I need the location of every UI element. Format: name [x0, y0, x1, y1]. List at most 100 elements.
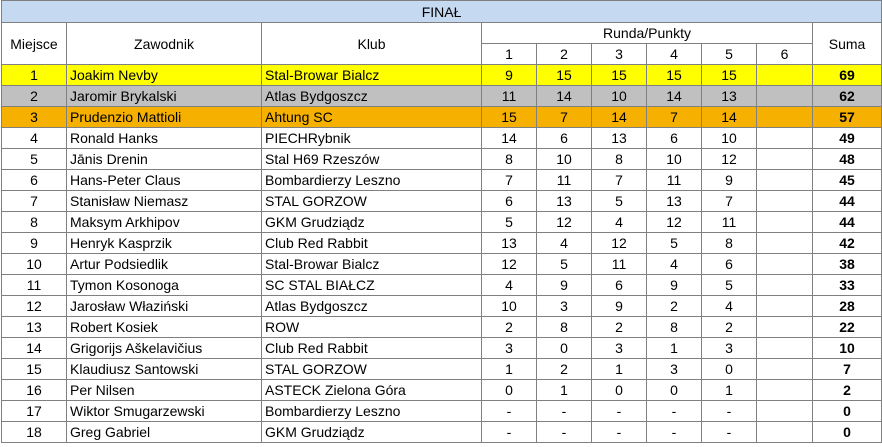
- table-row: 6 Hans-Peter Claus Bombardierzy Leszno 7 11 7…: [1, 169, 882, 191]
- score-cell: [756, 400, 813, 422]
- score-cell: 15: [701, 64, 757, 86]
- score-cell: 10: [536, 148, 592, 170]
- score-cell: -: [536, 400, 592, 422]
- score-cell: 4: [481, 274, 537, 296]
- score-cell: 8: [591, 148, 647, 170]
- score-cell: 4: [646, 253, 702, 275]
- total-cell: 22: [811, 316, 882, 338]
- name-cell: Prudenzio Mattioli: [66, 106, 262, 128]
- round-header: 4: [646, 43, 702, 65]
- score-cell: 4: [701, 295, 757, 317]
- name-cell: Joakim Nevby: [66, 64, 262, 86]
- score-cell: 13: [646, 190, 702, 212]
- place-cell: 13: [1, 316, 67, 338]
- table-row: 10 Artur Podsiedlik Stal-Browar Bialcz 12 5 1…: [1, 253, 882, 275]
- total-cell: 62: [811, 85, 882, 107]
- score-cell: 3: [481, 337, 537, 359]
- score-cell: 4: [591, 211, 647, 233]
- place-cell: 7: [1, 190, 67, 212]
- score-cell: 6: [591, 274, 647, 296]
- table-row: 13 Robert Kosiek ROW 2 8 2 8 2 22: [1, 316, 882, 338]
- score-cell: 1: [591, 358, 647, 380]
- score-cell: 10: [481, 295, 537, 317]
- club-cell: Bombardierzy Leszno: [261, 400, 482, 422]
- score-cell: 5: [481, 211, 537, 233]
- score-cell: 8: [701, 232, 757, 254]
- score-cell: 9: [701, 169, 757, 191]
- club-cell: Stal-Browar Bialcz: [261, 253, 482, 275]
- score-cell: 10: [591, 85, 647, 107]
- total-cell: 69: [811, 64, 882, 86]
- total-cell: 2: [811, 379, 882, 401]
- score-cell: 2: [701, 316, 757, 338]
- total-cell: 28: [811, 295, 882, 317]
- column-header: Klub: [261, 22, 482, 65]
- name-cell: Maksym Arkhipov: [66, 211, 262, 233]
- club-cell: GKM Grudziądz: [261, 421, 482, 443]
- total-cell: 49: [811, 127, 882, 149]
- score-cell: -: [591, 400, 647, 422]
- score-cell: 15: [591, 64, 647, 86]
- score-cell: 7: [481, 169, 537, 191]
- score-cell: [756, 253, 813, 275]
- score-cell: [756, 232, 813, 254]
- score-cell: 9: [646, 274, 702, 296]
- total-cell: 38: [811, 253, 882, 275]
- score-cell: [756, 169, 813, 191]
- column-header: Suma: [811, 22, 882, 65]
- table-row: 3 Prudenzio Mattioli Ahtung SC 15 7 14 7 14 57: [1, 106, 882, 128]
- score-cell: 13: [701, 85, 757, 107]
- club-cell: Club Red Rabbit: [261, 232, 482, 254]
- total-cell: 10: [811, 337, 882, 359]
- score-cell: 15: [536, 64, 592, 86]
- score-cell: 8: [646, 316, 702, 338]
- score-cell: [756, 316, 813, 338]
- place-cell: 8: [1, 211, 67, 233]
- score-cell: 9: [536, 274, 592, 296]
- score-cell: 9: [481, 64, 537, 86]
- place-cell: 14: [1, 337, 67, 359]
- club-cell: Bombardierzy Leszno: [261, 169, 482, 191]
- score-cell: 12: [536, 211, 592, 233]
- table-row: 12 Jarosław Właziński Atlas Bydgoszcz 10 3 9 2…: [1, 295, 882, 317]
- score-cell: 6: [536, 127, 592, 149]
- score-cell: 12: [646, 211, 702, 233]
- total-cell: 7: [811, 358, 882, 380]
- total-cell: 42: [811, 232, 882, 254]
- score-cell: -: [701, 400, 757, 422]
- round-header: 2: [536, 43, 592, 65]
- total-cell: 0: [811, 421, 882, 443]
- score-cell: 3: [646, 358, 702, 380]
- place-cell: 15: [1, 358, 67, 380]
- score-cell: [756, 274, 813, 296]
- score-cell: 10: [701, 127, 757, 149]
- name-cell: Jaromir Brykalski: [66, 85, 262, 107]
- score-cell: [756, 337, 813, 359]
- score-cell: 5: [646, 232, 702, 254]
- score-cell: [756, 127, 813, 149]
- table-row: 7 Stanisław Niemasz STAL GORZOW 6 13 5 13 7 44: [1, 190, 882, 212]
- table-row: 9 Henryk Kasprzik Club Red Rabbit 13 4 12 5 8 42: [1, 232, 882, 254]
- table-row: 1 Joakim Nevby Stal-Browar Bialcz 9 15 15 15 15…: [1, 64, 882, 86]
- club-cell: GKM Grudziądz: [261, 211, 482, 233]
- score-cell: 10: [646, 148, 702, 170]
- table-row: 2 Jaromir Brykalski Atlas Bydgoszcz 11 14 10 1…: [1, 85, 882, 107]
- place-cell: 4: [1, 127, 67, 149]
- name-cell: Ronald Hanks: [66, 127, 262, 149]
- club-cell: Stal H69 Rzeszów: [261, 148, 482, 170]
- score-cell: 11: [646, 169, 702, 191]
- score-cell: 0: [536, 337, 592, 359]
- score-cell: 6: [701, 253, 757, 275]
- score-cell: -: [646, 400, 702, 422]
- score-cell: 11: [536, 169, 592, 191]
- score-cell: [756, 190, 813, 212]
- name-cell: Per Nilsen: [66, 379, 262, 401]
- score-cell: 13: [481, 232, 537, 254]
- total-cell: 44: [811, 211, 882, 233]
- score-cell: 11: [591, 253, 647, 275]
- club-cell: Atlas Bydgoszcz: [261, 85, 482, 107]
- score-cell: 4: [536, 232, 592, 254]
- place-cell: 11: [1, 274, 67, 296]
- score-cell: 5: [536, 253, 592, 275]
